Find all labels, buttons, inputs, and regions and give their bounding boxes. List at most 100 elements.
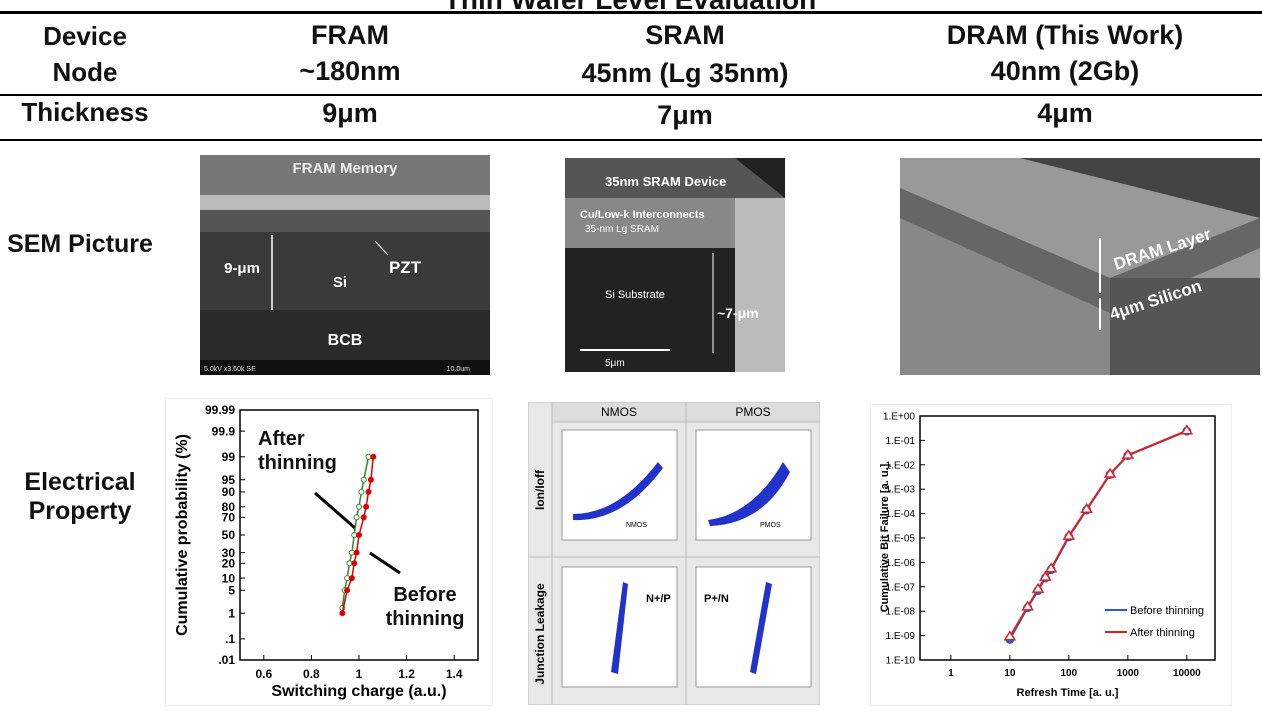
sem-info: 10.0um	[447, 366, 471, 373]
layer	[200, 210, 490, 232]
y-tick-label: 1	[228, 606, 235, 620]
sem-label: 5μm	[605, 358, 625, 369]
sem-info: 5.0kV x3.60k SE	[204, 366, 256, 373]
node: ~180nm	[240, 56, 460, 87]
x-tick-label: 1	[948, 668, 954, 679]
panel-tag: N+/P	[646, 593, 671, 605]
y-tick-label: 50	[222, 528, 236, 542]
row-label: SEM Picture	[0, 230, 160, 259]
y-axis-label: Cumulative Bit Failure [a. u.]	[879, 463, 891, 612]
thickness: 4μm	[910, 98, 1220, 129]
y-tick-label: 99	[222, 450, 236, 464]
y-tick-label: 1.E-09	[886, 631, 916, 642]
thickness: 7μm	[540, 100, 830, 131]
x-tick-label: 1	[356, 667, 363, 681]
point	[347, 561, 352, 566]
x-tick-label: 0.6	[255, 667, 272, 681]
device-name: FRAM	[240, 20, 460, 51]
x-tick-label: 1000	[1117, 668, 1140, 679]
row-label: Device	[0, 22, 170, 52]
sem-label: 35-nm Lg SRAM	[585, 224, 659, 235]
point	[354, 550, 359, 555]
page: {"header": {"title": "Thin Wafer Level E…	[0, 0, 1262, 715]
panel-row-label: Junction Leakage	[533, 583, 547, 685]
sem-label: 35nm SRAM Device	[605, 174, 726, 189]
y-tick-label: .01	[218, 653, 235, 667]
legend-label: After thinning	[1130, 627, 1195, 639]
point	[357, 504, 362, 509]
point	[352, 533, 357, 538]
y-tick-label: 30	[222, 546, 236, 560]
y-axis-label: Cumulative probability (%)	[174, 434, 191, 636]
sem-fram: FRAM Memory PZT 9-μm Si BCB 5.0kV x3.60k…	[200, 155, 490, 375]
point	[359, 489, 364, 494]
point	[366, 454, 371, 459]
point	[345, 576, 350, 581]
point	[345, 588, 350, 593]
sem-label: 9-μm	[224, 260, 260, 277]
x-tick-label: 10	[1004, 668, 1016, 679]
panel-tag: PMOS	[760, 522, 781, 529]
x-axis-label: Switching charge (a.u.)	[271, 683, 446, 700]
device-name: DRAM (This Work)	[910, 20, 1220, 51]
rule	[0, 139, 1262, 141]
thickness: 9μm	[240, 98, 460, 129]
point	[366, 489, 371, 494]
x-tick-label: 100	[1061, 668, 1078, 679]
row-label: Electrical Property	[0, 468, 160, 526]
panel-title: NMOS	[601, 405, 637, 419]
y-tick-label: 80	[222, 500, 236, 514]
point	[371, 454, 376, 459]
x-tick-label: 10000	[1173, 668, 1201, 679]
legend-label: Before thinning	[1130, 605, 1204, 617]
node: 45nm (Lg 35nm)	[540, 58, 830, 89]
sem-label: Si	[333, 274, 347, 291]
point	[368, 477, 373, 482]
panel-row-label: Ion/Ioff	[533, 469, 547, 510]
layer	[200, 195, 490, 210]
y-tick-label: 99.9	[212, 424, 236, 438]
y-tick-label: .1	[225, 632, 235, 646]
sem-dram: DRAM Layer 4μm Silicon	[900, 158, 1260, 375]
sem-label: BCB	[328, 332, 363, 349]
point	[349, 550, 354, 555]
x-axis-label: Refresh Time [a. u.]	[1017, 687, 1119, 699]
row-label: Thickness	[0, 98, 170, 128]
x-tick-label: 1.2	[398, 667, 415, 681]
panel-title: PMOS	[735, 405, 770, 419]
face	[735, 198, 785, 372]
point	[361, 477, 366, 482]
y-tick-label: 95	[222, 473, 236, 487]
x-tick-label: 0.8	[303, 667, 320, 681]
sem-sram: 35nm SRAM Device Cu/Low-k Interconnects …	[565, 158, 785, 372]
point	[340, 611, 345, 616]
rule	[0, 94, 1262, 96]
y-tick-label: 1.E+00	[883, 412, 915, 423]
annotation: Before thinning	[375, 583, 475, 631]
sram-panels: NMOS PMOS Ion/Ioff Junction Leakage NMOS…	[528, 402, 820, 705]
point	[361, 515, 366, 520]
sem-label: PZT	[389, 258, 422, 277]
sem-label: Si Substrate	[605, 289, 665, 301]
node: 40nm (2Gb)	[910, 56, 1220, 87]
y-tick-label: 10	[222, 571, 236, 585]
sem-label: Cu/Low-k Interconnects	[580, 209, 705, 221]
point	[352, 561, 357, 566]
y-tick-label: 99.99	[205, 403, 235, 417]
point	[354, 515, 359, 520]
y-tick-label: 90	[222, 485, 236, 499]
device-name: SRAM	[540, 20, 830, 51]
layer	[565, 198, 735, 248]
point	[357, 533, 362, 538]
panel-tag: NMOS	[626, 522, 647, 529]
point	[364, 504, 369, 509]
sem-label: ~7-μm	[717, 305, 759, 321]
plot-area	[562, 430, 677, 540]
rule	[0, 11, 1262, 14]
row-label: Node	[0, 58, 170, 88]
y-tick-label: 1.E-10	[886, 656, 916, 667]
y-tick-label: 1.E-01	[886, 436, 916, 447]
panel-tag: P+/N	[704, 593, 729, 605]
x-tick-label: 1.4	[446, 667, 463, 681]
